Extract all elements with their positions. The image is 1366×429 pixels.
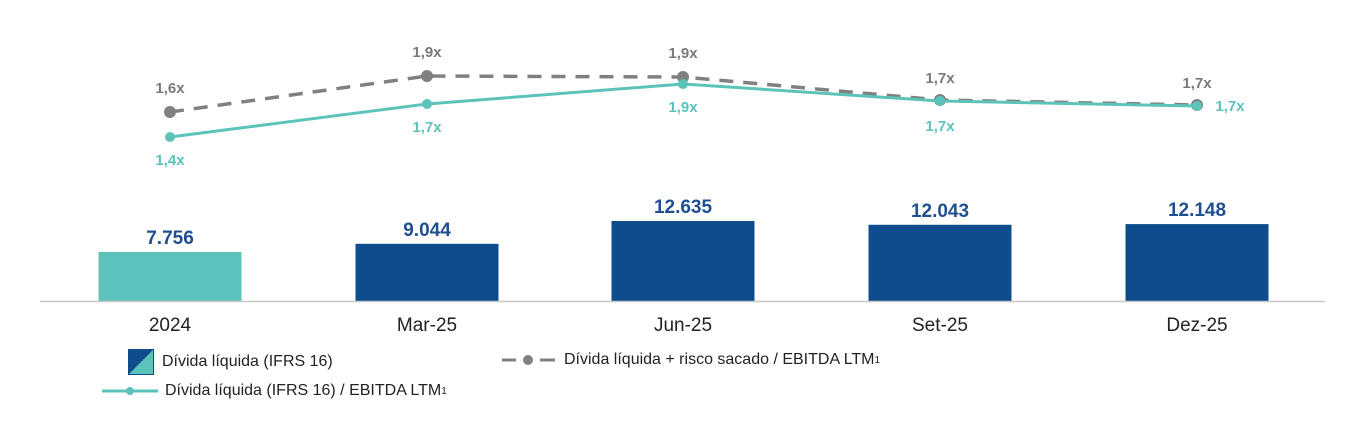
legend-label-bar: Dívida líquida (IFRS 16) (162, 353, 333, 370)
x-tick-label: Set-25 (912, 315, 968, 336)
x-tick-label: 2024 (149, 315, 192, 336)
bar-Dez-25 (1125, 224, 1269, 301)
legend-item-gray-line: Dívida líquida + risco sacado / EBITDA L… (500, 351, 880, 369)
legend-sup-gray: 1 (874, 354, 881, 366)
teal-point (678, 79, 688, 89)
x-tick-label: Jun-25 (654, 315, 712, 336)
teal-ratio-label: 1,7x (1215, 98, 1245, 115)
legend-label-gray-line: Dívida líquida + risco sacado / EBITDA L… (564, 351, 875, 368)
teal-ratio-label: 1,4x (155, 152, 185, 169)
bar-swatch-icon (128, 349, 154, 375)
bar-2024 (98, 251, 242, 301)
teal-ratio-label: 1,7x (412, 119, 442, 136)
x-tick-label: Mar-25 (397, 315, 457, 336)
bar-Set-25 (868, 224, 1012, 301)
teal-ratio-label: 1,7x (925, 118, 955, 135)
teal-point (422, 99, 432, 109)
gray-ratio-label: 1,7x (925, 70, 955, 87)
gray-ratio-label: 1,7x (1182, 75, 1212, 92)
teal-point (1192, 101, 1202, 111)
legend-sup-teal: 1 (441, 385, 447, 397)
gray-point (164, 106, 176, 118)
legend-item-teal-line: Dívida líquida (IFRS 16) / EBITDA LTM 1 (100, 382, 447, 400)
x-tick-label: Dez-25 (1166, 315, 1227, 336)
bar-value-label: 7.756 (146, 228, 194, 249)
solid-line-marker-icon (102, 387, 158, 395)
dashed-line-marker-icon (502, 355, 555, 365)
gray-ratio-label: 1,6x (155, 80, 185, 97)
teal-point (165, 132, 175, 142)
bar-Mar-25 (355, 243, 499, 301)
bar-Jun-25 (611, 220, 755, 301)
legend-item-bar: Dívida líquida (IFRS 16) (128, 349, 333, 375)
gray-point (421, 70, 433, 82)
bar-value-label: 12.148 (1168, 200, 1226, 221)
teal-ratio-label: 1,9x (668, 99, 698, 116)
legend-label-teal-line: Dívida líquida (IFRS 16) / EBITDA LTM (165, 382, 442, 399)
teal-point (935, 96, 945, 106)
bar-value-label: 12.635 (654, 197, 713, 218)
bar-value-label: 12.043 (911, 201, 969, 222)
gray-ratio-label: 1,9x (668, 45, 698, 62)
gray-ratio-label: 1,9x (412, 44, 442, 61)
bar-value-label: 9.044 (403, 220, 451, 241)
